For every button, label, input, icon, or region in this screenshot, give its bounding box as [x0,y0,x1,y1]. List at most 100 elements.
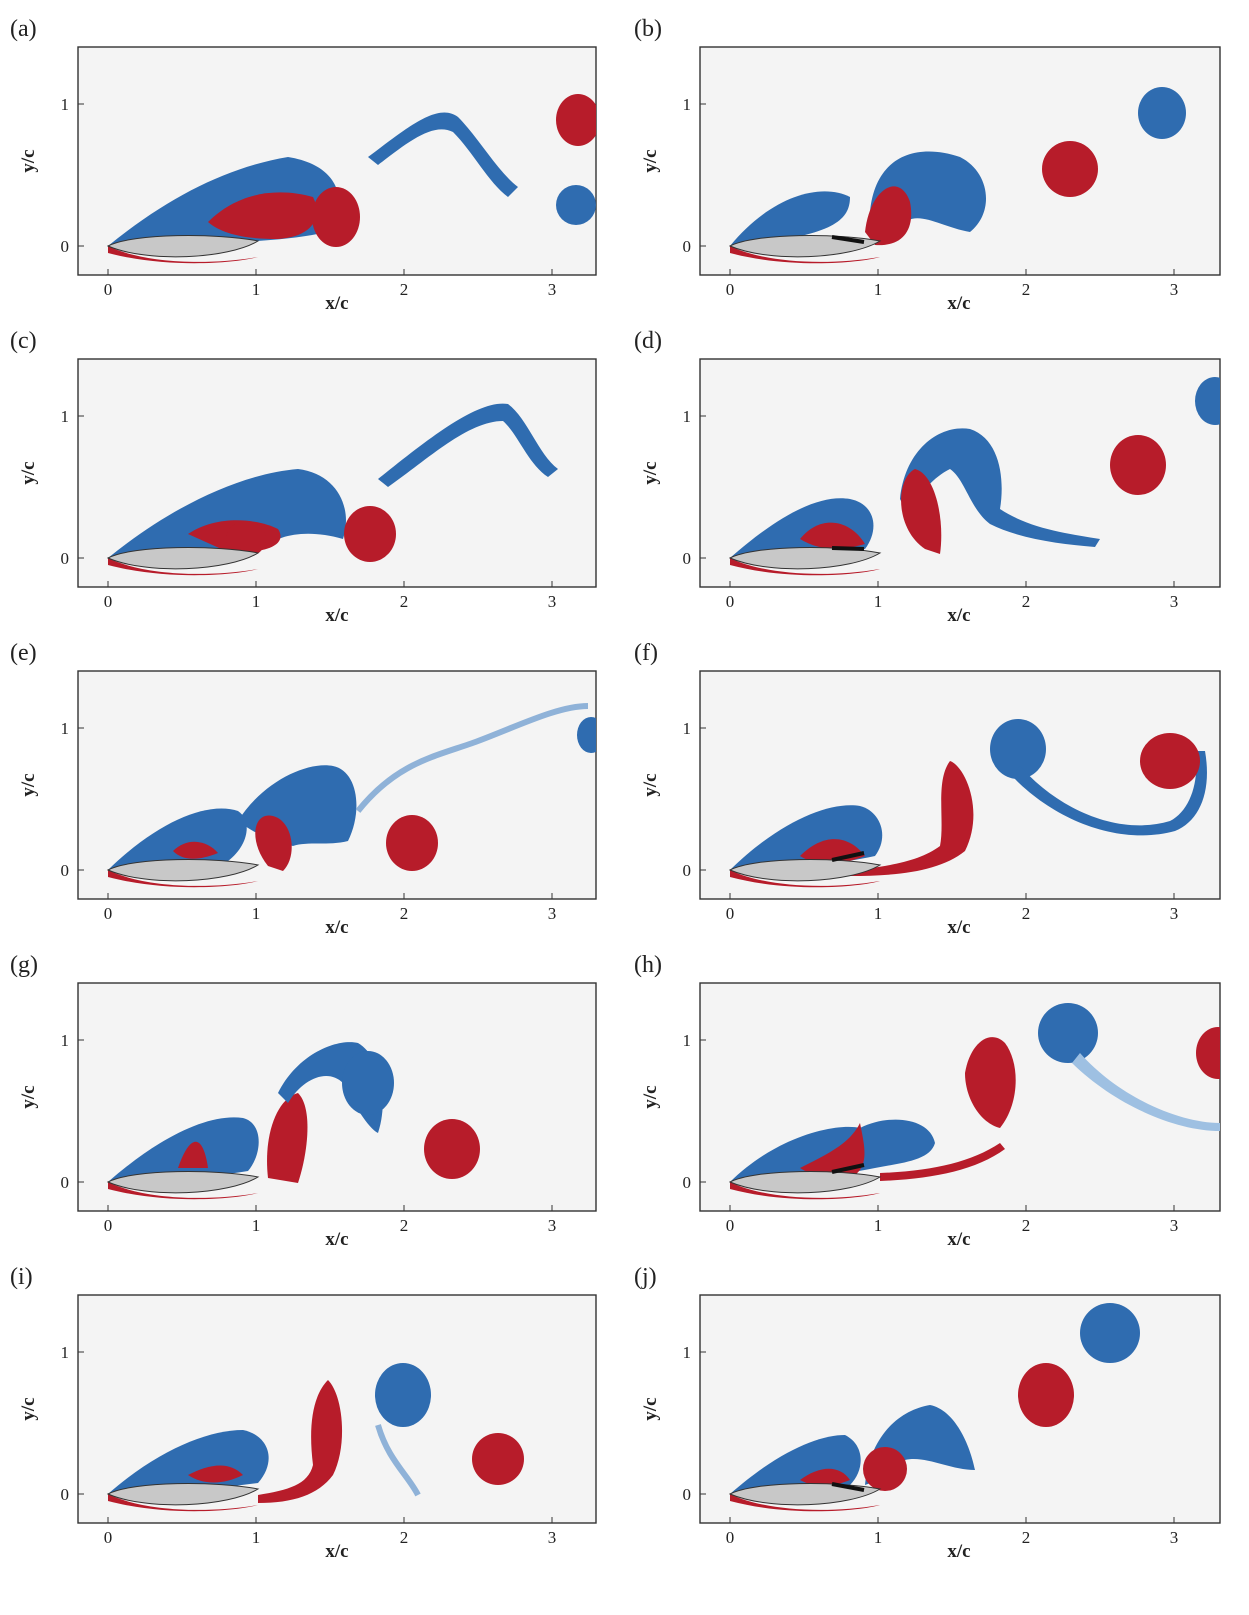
x-ticks: 0 1 2 3 [104,581,556,611]
svg-text:0: 0 [61,237,70,256]
y-axis-label: y/c [640,461,661,484]
svg-text:0: 0 [61,861,70,880]
x-axis-label: x/c [325,1229,348,1250]
svg-text:1: 1 [683,1031,692,1050]
svg-text:2: 2 [1022,1216,1031,1235]
panel-label: (a) [10,16,37,42]
svg-text:2: 2 [1022,904,1031,923]
svg-text:3: 3 [548,1528,557,1547]
svg-text:0: 0 [104,1216,113,1235]
svg-text:0: 0 [104,280,113,299]
svg-text:1: 1 [874,1528,883,1547]
flow-field [728,719,1207,888]
svg-text:1: 1 [683,719,692,738]
svg-text:0: 0 [726,1528,735,1547]
svg-text:0: 0 [683,1485,692,1504]
x-axis-label: x/c [947,293,970,314]
y-ticks: 0 1 [61,719,84,880]
y-axis-label: y/c [18,1397,39,1420]
x-ticks: 0 1 2 3 [726,581,1179,611]
panel-label: (d) [634,328,662,354]
svg-text:2: 2 [400,1528,409,1547]
panel-label: (j) [634,1264,657,1290]
y-ticks: 0 1 [61,1031,84,1192]
y-ticks: 0 1 [683,719,706,880]
y-axis-label: y/c [640,773,661,796]
svg-text:0: 0 [726,904,735,923]
panel-a: (a) 0 1 2 3 0 [10,16,597,314]
svg-text:1: 1 [61,719,70,738]
flow-field [728,1003,1220,1200]
flow-field [106,1363,524,1512]
x-axis-label: x/c [325,605,348,626]
svg-text:0: 0 [683,237,692,256]
y-axis-label: y/c [640,1085,661,1108]
panel-d: (d) 0 1 2 3 [634,328,1221,626]
panel-i: (i) 0 1 2 3 0 [10,1264,597,1562]
flow-field [106,94,596,264]
svg-text:1: 1 [61,95,70,114]
flow-field [106,403,558,576]
y-ticks: 0 1 [683,95,706,256]
svg-text:3: 3 [1170,1528,1179,1547]
svg-text:3: 3 [548,904,557,923]
flow-field [106,703,596,888]
y-axis-label: y/c [18,149,39,172]
svg-text:0: 0 [726,592,735,611]
svg-text:1: 1 [252,1216,261,1235]
flap-line [831,1163,865,1174]
x-axis-label: x/c [947,1541,970,1562]
panel-j: (j) 0 1 2 3 [634,1264,1221,1562]
y-ticks: 0 1 [683,1031,706,1192]
svg-text:3: 3 [1170,280,1179,299]
x-ticks: 0 1 2 3 [726,269,1179,299]
svg-text:3: 3 [1170,592,1179,611]
x-ticks: 0 1 2 3 [104,893,557,923]
panel-label: (e) [10,640,37,666]
svg-text:3: 3 [548,280,557,299]
panel-g: (g) 0 1 2 3 0 [10,952,597,1250]
y-axis-label: y/c [640,1397,661,1420]
y-ticks: 0 1 [61,407,84,568]
flap-line [831,235,865,244]
y-ticks: 0 1 [61,1343,84,1504]
panel-label: (g) [10,952,38,978]
x-axis-label: x/c [947,917,970,938]
svg-text:1: 1 [874,592,883,611]
y-axis-label: y/c [18,773,39,796]
flap-line [831,546,865,551]
svg-text:0: 0 [726,1216,735,1235]
x-ticks: 0 1 2 3 [104,1517,557,1547]
svg-text:2: 2 [1022,280,1031,299]
panel-label: (b) [634,16,662,42]
panel-e: (e) 0 1 2 3 [10,640,597,938]
flap-line [831,1482,865,1492]
svg-text:0: 0 [104,592,113,611]
panel-c: (c) 0 1 2 3 0 1 [10,328,597,626]
svg-text:0: 0 [683,1173,692,1192]
x-ticks: 0 1 2 3 [104,269,557,299]
flow-field [728,377,1220,576]
svg-text:2: 2 [400,1216,409,1235]
y-axis-label: y/c [18,1085,39,1108]
x-ticks: 0 1 2 3 [726,1517,1179,1547]
svg-text:0: 0 [726,280,735,299]
svg-text:1: 1 [874,1216,883,1235]
svg-text:2: 2 [400,904,409,923]
svg-text:0: 0 [104,1528,113,1547]
x-ticks: 0 1 2 3 [726,893,1178,923]
svg-text:3: 3 [1170,1216,1179,1235]
svg-text:3: 3 [548,1216,557,1235]
x-axis-label: x/c [947,1229,970,1250]
y-ticks: 0 1 [683,1343,706,1504]
y-axis-label: y/c [18,461,39,484]
svg-text:1: 1 [61,1343,70,1362]
flap-line [831,851,865,862]
y-axis-label: y/c [640,149,661,172]
svg-text:1: 1 [683,95,692,114]
svg-text:0: 0 [104,904,113,923]
svg-text:1: 1 [683,407,692,426]
svg-text:0: 0 [683,861,692,880]
svg-text:1: 1 [252,1528,261,1547]
svg-text:2: 2 [1022,592,1031,611]
